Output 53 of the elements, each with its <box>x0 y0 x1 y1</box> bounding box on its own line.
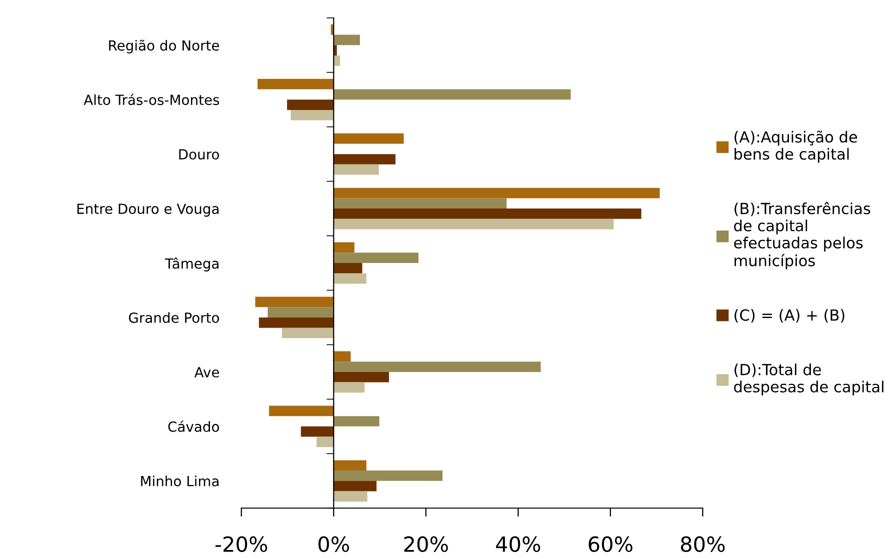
x-tick-label: 0% <box>318 536 350 552</box>
y-tick-label: Cávado <box>168 420 219 432</box>
bar <box>258 78 334 90</box>
x-tick-label: 20% <box>404 536 448 552</box>
bar <box>334 133 404 144</box>
bar <box>334 416 380 426</box>
bar <box>334 188 660 198</box>
y-tick-label: Douro <box>179 149 219 160</box>
bar <box>258 317 334 328</box>
bar <box>334 89 571 100</box>
bar <box>334 198 507 209</box>
bar <box>269 406 334 416</box>
legend-label: (A):Aquisição de bens de capital <box>734 130 858 163</box>
bar <box>282 328 334 338</box>
bar <box>316 436 334 448</box>
legend-label: (D):Total de despesas de capital <box>734 364 884 396</box>
bar <box>334 273 366 284</box>
bar <box>334 218 614 230</box>
x-tick-label: -20% <box>215 536 268 552</box>
bar <box>334 480 377 492</box>
bar <box>334 45 337 56</box>
bar <box>287 100 334 110</box>
bar <box>334 34 360 46</box>
bar <box>334 208 642 219</box>
x-tick-label: 80% <box>680 536 725 552</box>
bar <box>334 470 443 481</box>
bar <box>334 362 541 372</box>
y-tick-label: Grande Porto <box>128 312 219 323</box>
bar <box>334 252 419 264</box>
y-tick-label: Tâmega <box>164 257 218 272</box>
bar <box>290 110 334 120</box>
bar <box>334 460 366 471</box>
bar <box>334 372 389 382</box>
bar <box>334 263 362 274</box>
bar <box>334 242 354 253</box>
y-tick-label: Minho Lima <box>141 476 218 486</box>
x-tick-label: 40% <box>496 536 540 552</box>
bar <box>334 154 396 164</box>
y-tick-label: Ave <box>194 367 220 378</box>
bar <box>334 382 365 393</box>
bar <box>300 426 334 437</box>
bar <box>334 164 379 175</box>
x-tick-label: 60% <box>588 536 632 552</box>
bar <box>334 351 351 362</box>
legend-label: (B):Transferências de capital efectuadas pelos municípios <box>734 202 870 270</box>
y-tick-label: Alto Trás-os-Montes <box>84 94 220 106</box>
bar <box>255 296 334 308</box>
bar <box>334 55 340 66</box>
bar <box>268 307 334 318</box>
y-tick-label: Região do Norte <box>109 40 220 54</box>
y-tick-label: Entre Douro e Vouga <box>77 204 218 217</box>
legend-label: (C) = (A) + (B) <box>734 309 844 323</box>
bar <box>334 491 368 502</box>
